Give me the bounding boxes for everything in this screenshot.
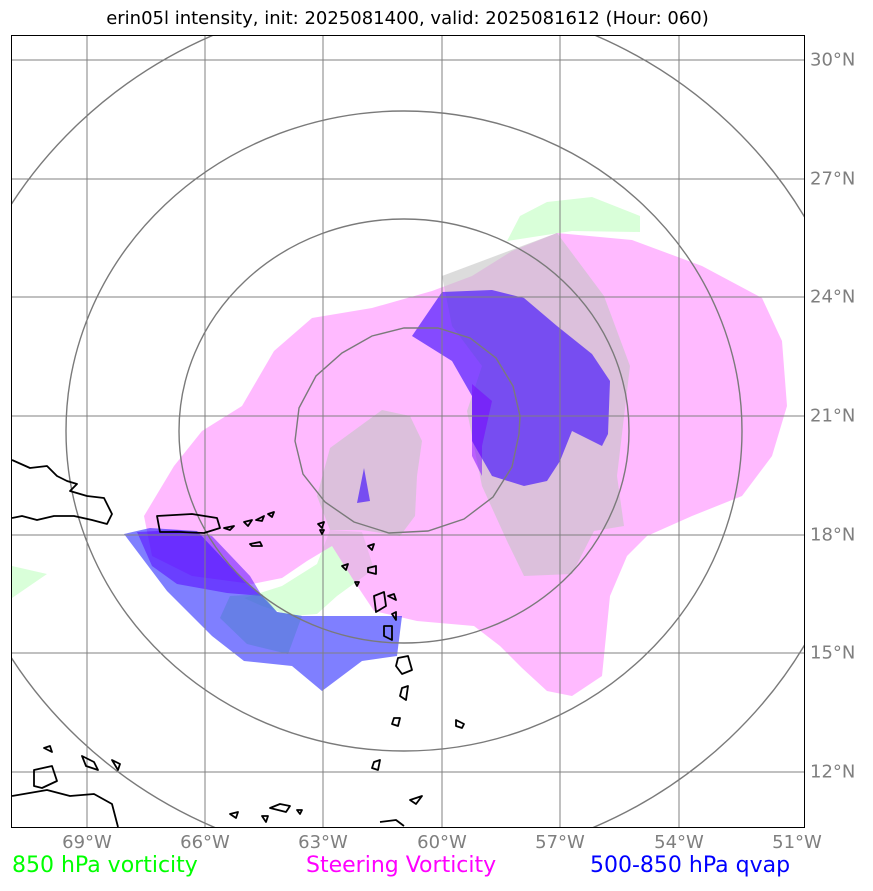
lon-tick-label: 60°W	[417, 832, 467, 853]
map-canvas[interactable]	[12, 36, 804, 827]
vorticity-850-fill	[12, 197, 640, 616]
legend-850-vorticity: 850 hPa vorticity	[12, 853, 198, 878]
lon-tick-label: 51°W	[772, 832, 822, 853]
lat-tick-label: 12°N	[810, 761, 856, 783]
lat-tick-label: 24°N	[810, 286, 856, 308]
lon-tick-label: 54°W	[654, 832, 704, 853]
range-rings	[12, 36, 804, 827]
map-title: erin05l intensity, init: 2025081400, val…	[106, 8, 709, 29]
lat-tick-label: 30°N	[810, 49, 856, 71]
lon-tick-label: 57°W	[535, 832, 585, 853]
lat-tick-label: 21°N	[810, 405, 856, 427]
gridlines	[12, 36, 804, 827]
lon-tick-label: 63°W	[298, 832, 348, 853]
lat-tick-label: 15°N	[810, 642, 856, 664]
lat-tick-label: 18°N	[810, 524, 856, 546]
lon-tick-label: 66°W	[180, 832, 230, 853]
lat-tick-label: 27°N	[810, 168, 856, 190]
legend-steering-vorticity: Steering Vorticity	[306, 853, 497, 878]
legend-qvap: 500-850 hPa qvap	[590, 853, 791, 878]
lon-tick-label: 69°W	[62, 832, 112, 853]
map-panel[interactable]	[11, 35, 805, 828]
coastlines	[12, 459, 465, 827]
